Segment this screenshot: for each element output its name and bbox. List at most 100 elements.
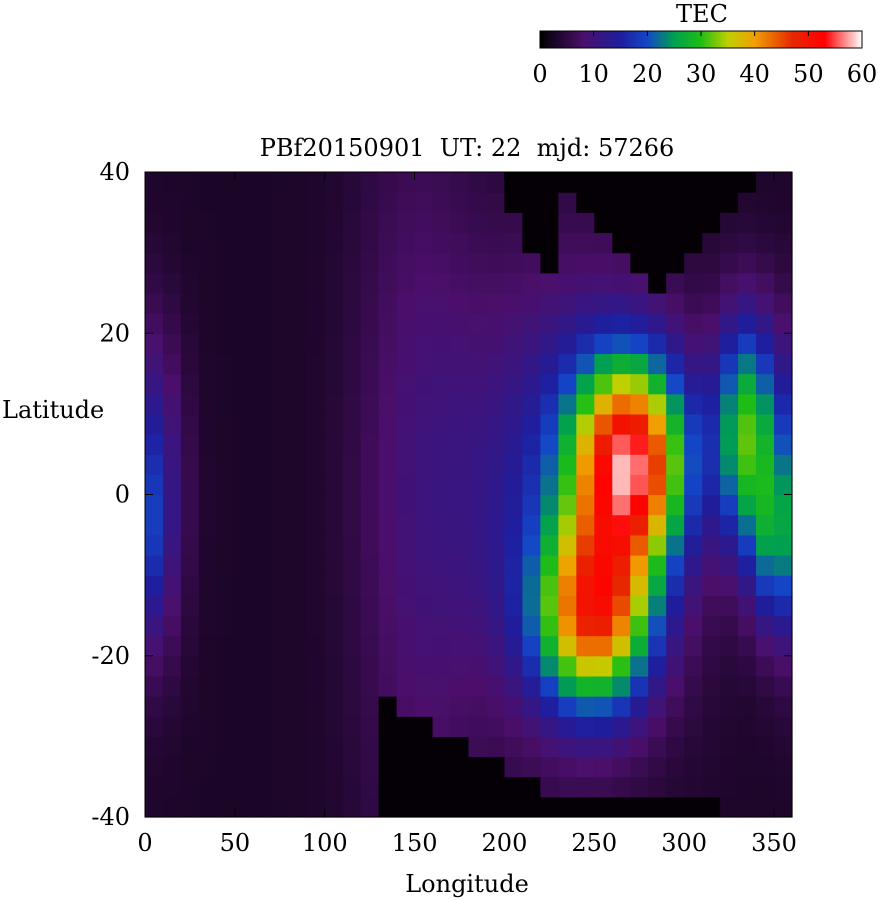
heatmap-cell: [756, 514, 775, 536]
x-tick-label: 100: [302, 829, 348, 857]
heatmap-cell: [270, 434, 290, 455]
heatmap-cell: [684, 252, 703, 274]
heatmap-cell: [324, 454, 344, 475]
heatmap-cell: [306, 252, 326, 274]
heatmap-cell: [612, 736, 631, 758]
heatmap-cell: [594, 696, 613, 717]
heatmap-cell: [234, 413, 254, 435]
heatmap-cell: [612, 675, 631, 697]
heatmap-cell: [180, 675, 200, 697]
heatmap-cell: [504, 696, 524, 717]
y-tick-label: -40: [91, 803, 130, 831]
heatmap-cell: [558, 272, 577, 294]
heatmap-cell: [630, 796, 649, 818]
heatmap-cell: [396, 716, 416, 737]
heatmap-cell: [594, 474, 613, 496]
heatmap-cell: [594, 776, 613, 798]
heatmap-cell: [666, 454, 685, 475]
heatmap-cell: [145, 172, 164, 193]
heatmap-cell: [378, 413, 398, 435]
heatmap-cell: [432, 373, 452, 395]
heatmap-cell: [198, 353, 218, 375]
heatmap-cell: [774, 393, 793, 415]
heatmap-cell: [684, 413, 703, 435]
heatmap-cell: [450, 232, 470, 254]
heatmap-cell: [738, 776, 757, 798]
heatmap-cell: [180, 192, 200, 213]
heatmap-cell: [234, 454, 254, 475]
heatmap-cell: [504, 252, 524, 274]
heatmap-cell: [504, 454, 524, 475]
heatmap-cell: [432, 554, 452, 576]
heatmap-cell: [486, 272, 506, 294]
heatmap-cell: [216, 313, 236, 334]
heatmap-cell: [684, 675, 703, 697]
heatmap-cell: [504, 796, 524, 818]
y-axis-label: Latitude: [2, 396, 104, 424]
heatmap-cell: [270, 474, 290, 496]
heatmap-cell: [612, 272, 631, 294]
heatmap-cell: [594, 675, 613, 697]
heatmap-cell: [198, 434, 218, 455]
heatmap-cell: [522, 615, 541, 637]
heatmap-cell: [270, 615, 290, 637]
heatmap-cell: [684, 434, 703, 455]
heatmap-cell: [576, 716, 595, 737]
heatmap-cell: [414, 434, 434, 455]
heatmap-cell: [486, 434, 506, 455]
heatmap-cell: [360, 192, 380, 213]
heatmap-cell: [648, 595, 667, 617]
heatmap-cell: [666, 373, 685, 395]
heatmap-cell: [522, 413, 541, 435]
heatmap-cell: [306, 776, 326, 798]
heatmap-cell: [738, 655, 757, 677]
heatmap-cell: [396, 393, 416, 415]
heatmap-cell: [666, 595, 685, 617]
heatmap-cell: [145, 272, 164, 294]
heatmap-cell: [774, 756, 793, 778]
heatmap-cell: [504, 716, 524, 737]
heatmap-cell: [666, 716, 685, 737]
heatmap-cell: [522, 756, 541, 778]
heatmap-cell: [612, 192, 631, 213]
heatmap-cell: [774, 292, 793, 314]
heatmap-cell: [468, 313, 488, 334]
heatmap-cell: [288, 716, 308, 737]
heatmap-cell: [702, 675, 721, 697]
heatmap-cell: [702, 514, 721, 536]
heatmap-cell: [360, 252, 380, 274]
heatmap-cell: [450, 172, 470, 193]
heatmap-cell: [378, 313, 398, 334]
heatmap-cell: [234, 736, 254, 758]
colorbar-ticks: 0 10 20 30 40 50 60: [532, 31, 877, 88]
heatmap-cell: [234, 333, 254, 355]
heatmap-cell: [396, 373, 416, 395]
heatmap-cell: [342, 434, 362, 455]
heatmap-cell: [738, 333, 757, 355]
heatmap-cell: [612, 333, 631, 355]
heatmap-cell: [162, 434, 182, 455]
heatmap-cell: [756, 172, 775, 193]
heatmap-cell: [738, 373, 757, 395]
heatmap-cell: [378, 272, 398, 294]
heatmap-cell: [432, 434, 452, 455]
heatmap-cell: [684, 514, 703, 536]
heatmap-cell: [162, 454, 182, 475]
heatmap-cell: [288, 353, 308, 375]
heatmap-cell: [738, 716, 757, 737]
heatmap-cell: [540, 292, 559, 314]
heatmap-cell: [234, 696, 254, 717]
heatmap-cell: [594, 796, 613, 818]
heatmap-cell: [486, 172, 506, 193]
heatmap-cell: [594, 272, 613, 294]
heatmap-cell: [234, 776, 254, 798]
x-tick-label: 350: [751, 829, 797, 857]
heatmap-cell: [306, 655, 326, 677]
heatmap-cell: [468, 554, 488, 576]
heatmap-cell: [252, 716, 272, 737]
heatmap-cell: [540, 272, 559, 294]
heatmap-cell: [738, 514, 757, 536]
heatmap-cell: [216, 252, 236, 274]
heatmap-cell: [486, 353, 506, 375]
heatmap-cell: [594, 292, 613, 314]
